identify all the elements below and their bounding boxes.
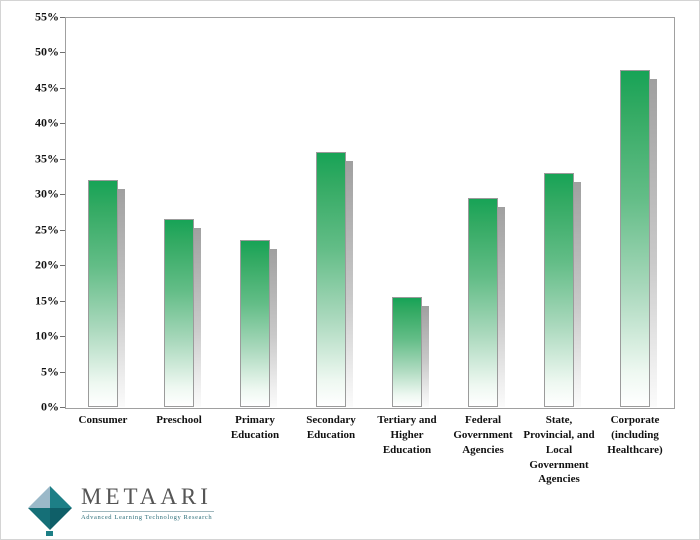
y-tick-label: 30%	[35, 186, 59, 201]
logo-tagline: Advanced Learning Technology Research	[81, 514, 213, 522]
logo-text: METAARI	[81, 484, 212, 509]
y-tick-mark	[60, 265, 65, 267]
logo-rule	[82, 511, 214, 513]
metaari-logo: METAARI Advanced Learning Technology Res…	[27, 484, 214, 537]
y-tick-mark	[60, 17, 65, 18]
y-tick-mark	[60, 52, 65, 54]
bar	[544, 173, 574, 407]
category-label: Primary Education	[230, 414, 280, 441]
y-tick-mark	[60, 158, 65, 160]
y-tick-label: 10%	[35, 328, 59, 343]
y-tick-mark	[60, 123, 65, 125]
bar	[88, 180, 118, 407]
category-label: Federal Government Agencies	[453, 414, 513, 456]
plot-area	[65, 17, 675, 409]
y-tick-mark	[60, 229, 65, 231]
bar	[316, 151, 346, 407]
y-tick-label: 0%	[41, 399, 59, 414]
y-tick-mark	[60, 300, 65, 302]
y-tick-label: 45%	[35, 80, 59, 95]
y-tick-label: 50%	[35, 44, 59, 59]
y-tick-label: 5%	[41, 364, 59, 379]
bar	[164, 219, 194, 407]
y-tick-mark	[60, 336, 65, 338]
y-tick-label: 20%	[35, 257, 59, 272]
y-tick-mark	[60, 371, 65, 373]
category-label: Corporate (including Healthcare)	[607, 414, 663, 456]
y-tick-mark	[60, 194, 65, 196]
y-tick-mark	[60, 87, 65, 89]
y-tick-mark	[60, 407, 65, 408]
y-tick-label: 55%	[35, 9, 59, 24]
category-label: Tertiary and Higher Education	[377, 414, 437, 456]
category-label: Secondary Education	[306, 414, 356, 441]
y-tick-label: 35%	[35, 151, 59, 166]
metaari-logo-icon	[28, 486, 72, 536]
bar	[392, 297, 422, 407]
category-label: Consumer	[78, 414, 128, 426]
bar	[240, 240, 270, 407]
y-tick-label: 40%	[35, 115, 59, 130]
y-tick-label: 25%	[35, 222, 59, 237]
category-label: State, Provincial, and Local Government …	[523, 414, 595, 486]
bar	[468, 197, 498, 407]
bar	[620, 70, 650, 407]
y-tick-label: 15%	[35, 293, 59, 308]
category-label: Preschool	[156, 414, 202, 426]
